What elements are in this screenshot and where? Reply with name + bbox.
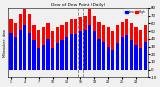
- Bar: [120, 37, 124, 70]
- Y-axis label: Milwaukee, dew: Milwaukee, dew: [3, 29, 7, 57]
- Bar: [23, 25, 26, 70]
- Bar: [116, 43, 119, 70]
- Bar: [139, 48, 142, 70]
- Bar: [102, 42, 105, 70]
- Bar: [37, 48, 40, 70]
- Bar: [79, 31, 82, 70]
- Bar: [79, 17, 82, 70]
- Bar: [97, 22, 101, 70]
- Bar: [65, 22, 68, 70]
- Bar: [125, 19, 128, 70]
- Bar: [134, 27, 138, 70]
- Bar: [84, 29, 87, 70]
- Bar: [139, 29, 142, 70]
- Bar: [51, 31, 54, 70]
- Bar: [93, 16, 96, 70]
- Bar: [111, 31, 115, 70]
- Bar: [23, 9, 26, 70]
- Bar: [65, 37, 68, 70]
- Bar: [42, 27, 45, 70]
- Bar: [37, 29, 40, 70]
- Bar: [84, 16, 87, 70]
- Bar: [134, 45, 138, 70]
- Bar: [32, 25, 36, 70]
- Bar: [107, 27, 110, 70]
- Bar: [111, 50, 115, 70]
- Bar: [97, 39, 101, 70]
- Bar: [102, 25, 105, 70]
- Bar: [74, 19, 77, 70]
- Bar: [9, 33, 13, 70]
- Bar: [51, 48, 54, 70]
- Bar: [28, 14, 31, 70]
- Bar: [46, 23, 50, 70]
- Title: Dew of Dew Point (Daily): Dew of Dew Point (Daily): [51, 3, 105, 7]
- Bar: [144, 25, 147, 70]
- Bar: [88, 25, 91, 70]
- Bar: [116, 25, 119, 70]
- Bar: [9, 19, 13, 70]
- Bar: [120, 22, 124, 70]
- Bar: [60, 40, 64, 70]
- Bar: [70, 19, 73, 70]
- Bar: [88, 9, 91, 70]
- Bar: [32, 40, 36, 70]
- Bar: [107, 47, 110, 70]
- Bar: [144, 42, 147, 70]
- Bar: [130, 23, 133, 70]
- Bar: [93, 31, 96, 70]
- Bar: [14, 23, 17, 70]
- Bar: [60, 25, 64, 70]
- Bar: [130, 40, 133, 70]
- Legend: Low, High: Low, High: [124, 9, 147, 15]
- Bar: [46, 39, 50, 70]
- Bar: [56, 27, 59, 70]
- Bar: [42, 45, 45, 70]
- Bar: [125, 35, 128, 70]
- Bar: [56, 43, 59, 70]
- Bar: [14, 37, 17, 70]
- Bar: [19, 29, 22, 70]
- Bar: [28, 33, 31, 70]
- Bar: [74, 34, 77, 70]
- Bar: [70, 34, 73, 70]
- Bar: [19, 14, 22, 70]
